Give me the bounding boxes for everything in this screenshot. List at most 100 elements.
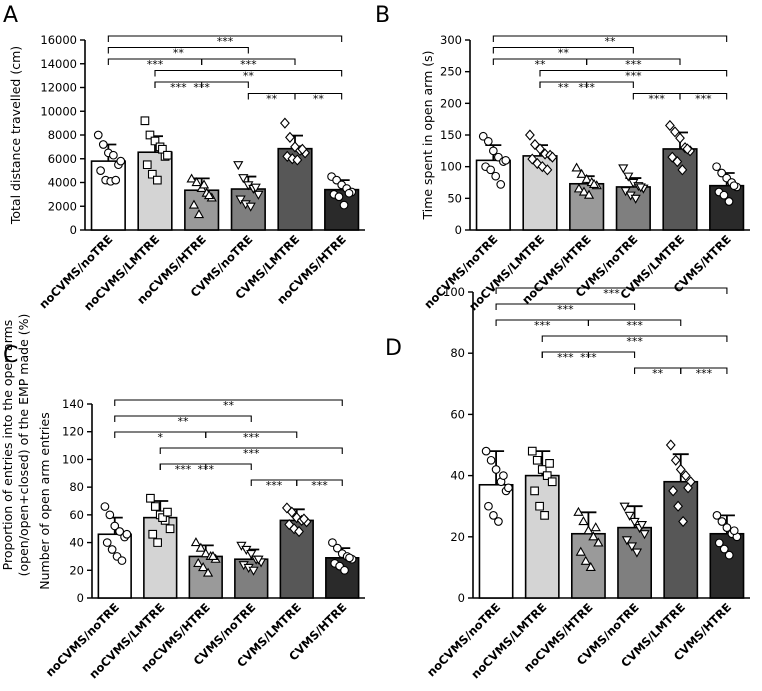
y-tick-label: 16000: [40, 33, 77, 47]
data-point: [724, 197, 734, 206]
data-point: [670, 126, 680, 138]
panel-letter: D: [385, 336, 402, 361]
sig-label: ***: [625, 70, 642, 83]
data-point: [253, 555, 264, 565]
data-point: [547, 151, 558, 163]
data-point: [494, 517, 503, 526]
y-tick-label: 2000: [48, 199, 77, 213]
data-point: [673, 500, 684, 512]
sig-label: ***: [557, 351, 574, 364]
y-tick-label: 100: [443, 285, 465, 299]
sig-bracket: [201, 58, 296, 65]
bar: [188, 555, 223, 599]
sig-bracket: [587, 319, 682, 326]
data-point: [630, 194, 641, 204]
sig-label: ***: [266, 479, 283, 492]
y-tick-label: 300: [440, 33, 462, 47]
y-axis-title: Total distance travelled (cm): [8, 46, 23, 225]
data-point: [491, 171, 501, 181]
sig-bracket: [296, 479, 343, 486]
data-point: [486, 455, 496, 465]
sig-label: ***: [648, 93, 665, 106]
data-point: [478, 131, 488, 141]
y-axis-title-line: Proportion of entries into the open arms: [0, 320, 15, 571]
sig-label: ***: [170, 81, 187, 94]
data-point: [96, 166, 105, 175]
data-point: [280, 117, 290, 129]
data-point: [724, 550, 734, 560]
y-tick-label: 60: [69, 508, 84, 522]
data-point: [188, 199, 200, 209]
sig-label: ***: [147, 58, 164, 71]
data-point: [537, 161, 548, 173]
data-point: [207, 550, 219, 561]
y-tick-label: 40: [450, 469, 465, 483]
data-point: [504, 483, 513, 493]
data-point: [142, 160, 152, 170]
sig-label: **: [313, 93, 325, 106]
sig-bracket: [159, 447, 343, 454]
data-point: [527, 153, 538, 165]
sig-label: *: [158, 431, 164, 444]
y-tick-label: 0: [458, 591, 465, 605]
data-point: [246, 550, 257, 560]
data-point: [481, 446, 491, 456]
y-tick-label: 50: [447, 191, 462, 205]
data-point: [98, 140, 108, 149]
bar: [663, 480, 699, 599]
data-point: [675, 132, 685, 144]
data-point: [631, 548, 643, 558]
data-point: [571, 162, 582, 172]
data-point: [535, 143, 545, 155]
sig-label: **: [266, 93, 278, 106]
data-point: [491, 465, 501, 474]
y-tick-label: 250: [440, 65, 462, 79]
data-point: [117, 556, 127, 565]
data-point: [282, 502, 292, 514]
data-point: [635, 183, 646, 193]
sig-label: ***: [580, 351, 597, 364]
data-point: [200, 548, 211, 558]
data-point: [588, 531, 599, 541]
y-axis-title-line: Total distance travelled (cm): [8, 46, 23, 225]
data-point: [670, 454, 681, 466]
data-point: [193, 209, 205, 219]
panel-d: D Proportion of entries into the open arm…: [0, 285, 750, 681]
data-point: [328, 538, 337, 547]
data-point: [639, 530, 650, 540]
sig-label: ***: [534, 319, 551, 332]
sig-bracket: [680, 367, 728, 374]
data-point: [483, 136, 493, 146]
sig-bracket: [495, 287, 728, 294]
data-point: [488, 146, 498, 156]
data-point: [578, 516, 589, 526]
data-point: [621, 536, 633, 546]
data-point: [717, 517, 727, 526]
sig-label: ***: [175, 463, 192, 476]
y-tick-label: 0: [455, 223, 462, 237]
sig-label: **: [178, 415, 190, 428]
data-point: [235, 195, 246, 205]
data-point: [163, 507, 172, 517]
data-point: [547, 477, 557, 487]
data-point: [332, 543, 342, 553]
sig-bracket: [539, 69, 728, 77]
data-point: [111, 175, 121, 185]
panel-letter: C: [3, 343, 18, 368]
data-point: [636, 520, 648, 531]
sig-bracket: [492, 35, 728, 42]
data-point: [667, 151, 678, 163]
y-tick-label: 8000: [48, 128, 77, 142]
sig-bracket: [492, 46, 634, 54]
data-point: [678, 515, 688, 528]
data-point: [238, 174, 249, 184]
data-point: [677, 164, 688, 176]
y-tick-label: 80: [69, 480, 84, 494]
sig-label: **: [605, 35, 617, 48]
data-point: [717, 168, 726, 178]
y-tick-label: 14000: [40, 57, 77, 71]
data-point: [186, 173, 197, 183]
data-point: [496, 180, 506, 189]
data-point: [665, 439, 676, 451]
data-point: [153, 175, 162, 185]
